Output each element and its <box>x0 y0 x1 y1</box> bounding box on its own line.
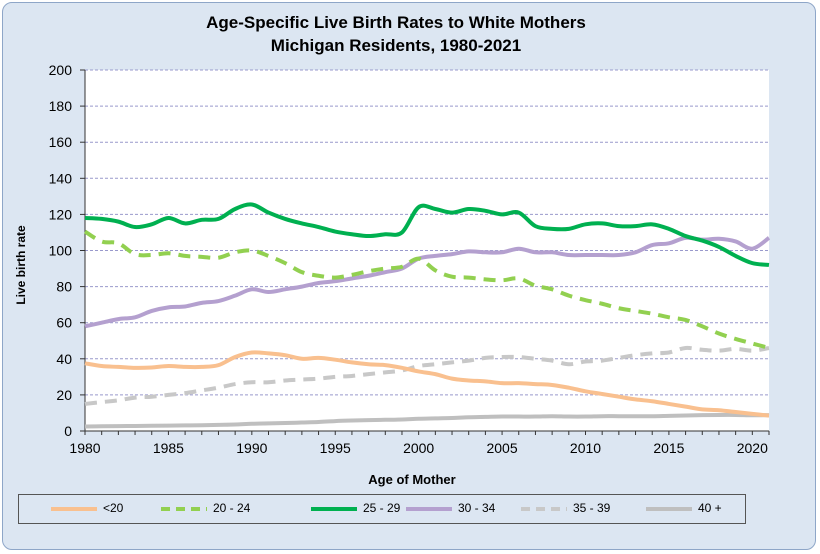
x-tick-label: 1995 <box>320 440 351 456</box>
y-tick-label: 80 <box>56 279 72 295</box>
y-tick-label: 160 <box>49 134 73 150</box>
y-tick-label: 200 <box>49 62 73 78</box>
y-tick-label: 120 <box>49 206 73 222</box>
legend-label: 20 - 24 <box>213 501 251 515</box>
x-tick-label: 2020 <box>737 440 768 456</box>
y-tick-label: 20 <box>56 387 72 403</box>
grid-lines <box>85 69 769 396</box>
series-line-4 <box>84 345 770 406</box>
x-axis-label: Age of Mother <box>368 472 455 487</box>
legend-label: 25 - 29 <box>363 501 401 515</box>
legend-swatch <box>161 507 207 511</box>
legend-swatch <box>311 507 357 511</box>
x-tick-label: 1985 <box>153 440 184 456</box>
y-tick-label: 0 <box>64 423 72 439</box>
x-tick-label: 1990 <box>236 440 267 456</box>
x-tick-label: 1980 <box>69 440 100 456</box>
x-tick-label: 2000 <box>403 440 434 456</box>
series-line-5 <box>84 412 770 429</box>
legend-label: 35 - 39 <box>573 501 611 515</box>
y-tick-label: 100 <box>49 243 73 259</box>
legend-swatch <box>51 507 97 511</box>
legend-label: 40 + <box>698 501 722 515</box>
y-tick-label: 60 <box>56 315 72 331</box>
legend-label: <20 <box>103 501 124 515</box>
x-tick-label: 2005 <box>486 440 517 456</box>
chart-subtitle: Michigan Residents, 1980-2021 <box>271 36 521 55</box>
y-axis-label: Live birth rate <box>14 225 28 305</box>
legend-swatch <box>646 507 692 511</box>
axes <box>80 69 770 435</box>
series-layer <box>83 202 771 429</box>
chart-title: Age-Specific Live Birth Rates to White M… <box>206 13 586 32</box>
series-line-3 <box>84 235 771 329</box>
series-line-0 <box>84 350 770 418</box>
y-tick-label: 140 <box>49 170 73 186</box>
x-tick-label: 2010 <box>570 440 601 456</box>
series-line-1 <box>83 229 770 350</box>
tick-labels: 0 20 40 60 80 100 120 140 160 180 200 1980 1985 1990 1… <box>49 62 768 456</box>
y-tick-label: 40 <box>56 351 72 367</box>
series-line-2 <box>84 202 770 267</box>
y-tick-label: 180 <box>49 98 73 114</box>
legend: <20 20 - 24 25 - 29 30 - 34 35 - 39 40 + <box>18 494 746 524</box>
legend-label: 30 - 34 <box>458 501 496 515</box>
x-tick-label: 2015 <box>653 440 684 456</box>
legend-swatch <box>521 507 567 511</box>
legend-swatch <box>406 507 452 511</box>
